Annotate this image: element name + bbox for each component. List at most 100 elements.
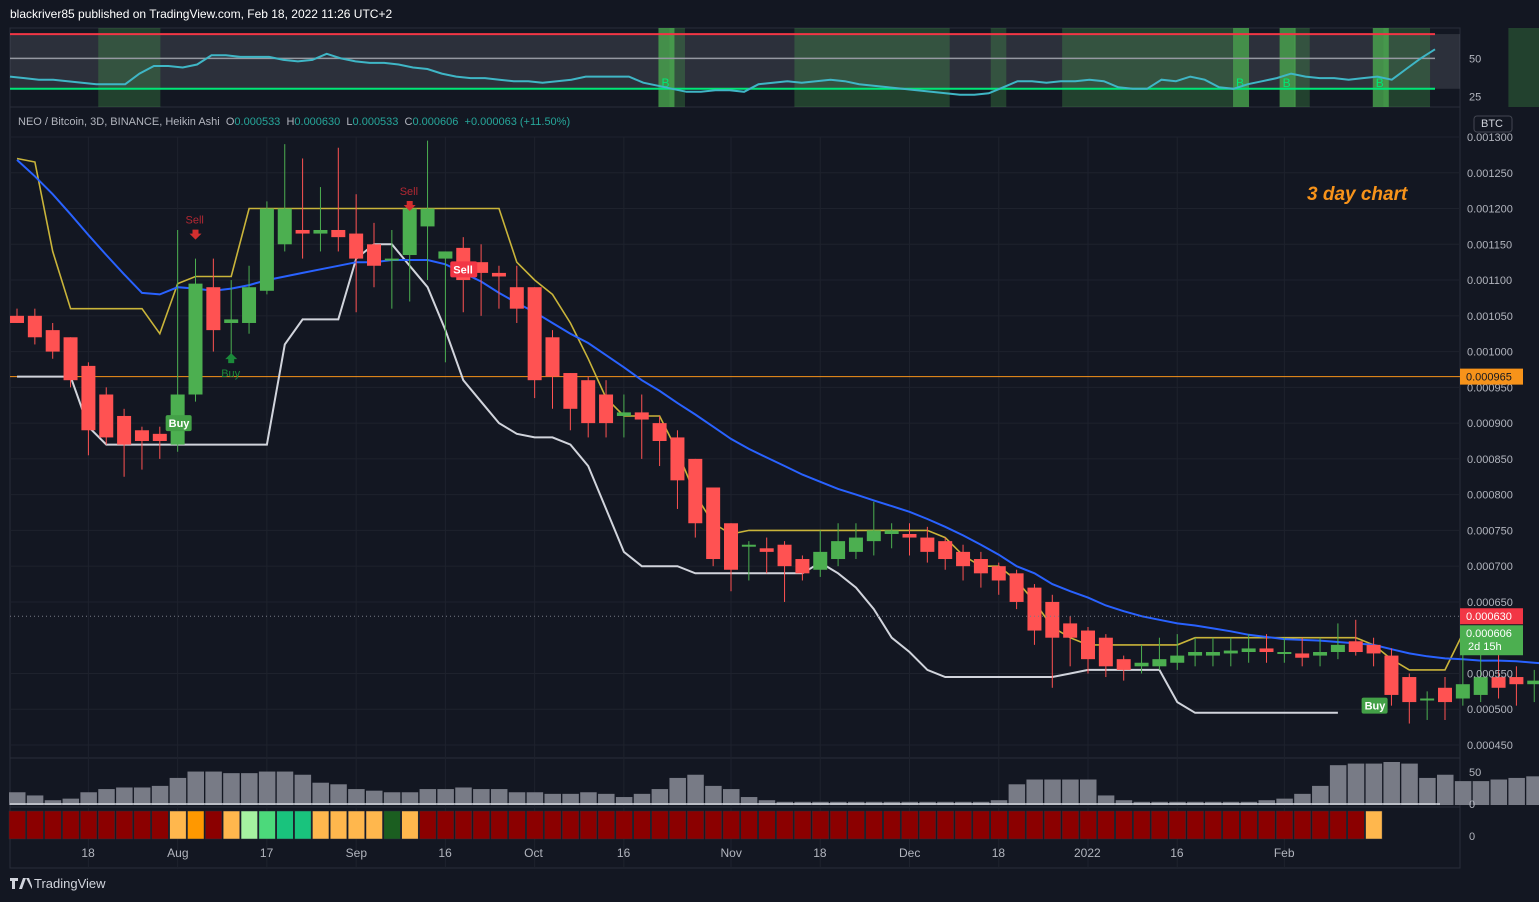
heat-cell [829,810,847,840]
volume-bar [98,789,115,805]
sell-signal-label: Sell [186,215,204,227]
volume-bar [615,797,633,805]
volume-bar [401,792,419,805]
hline-price-text: 0.000965 [1466,372,1512,384]
heat-cell [294,810,312,840]
volume-bar [1472,781,1490,805]
candle-body [1152,659,1167,667]
price-ytick: 0.001000 [1467,347,1513,359]
volume-bar [330,784,347,805]
volume-bar [62,798,80,805]
legend-close-value: 0.000606 [412,116,459,128]
volume-ytick: 50 [1469,767,1481,779]
candle-body [152,433,167,441]
candle-body [188,283,203,395]
candle-body [1045,601,1060,638]
volume-bar [1508,777,1525,805]
footer-brand: TradingView [34,876,106,891]
heat-cell [347,810,365,840]
candle-body [956,551,971,567]
price-ytick: 0.001250 [1467,168,1513,180]
heat-cell [258,810,276,840]
high-price-text: 0.000630 [1466,611,1512,623]
candle-body [902,533,917,538]
heat-cell [812,810,829,840]
candle-body [848,537,863,552]
volume-bar [116,787,133,805]
candle-body [795,559,810,574]
heat-cell [544,810,562,840]
candle-body [1330,644,1345,653]
volume-bar [580,792,597,805]
sell-signal-box [450,261,478,278]
heat-cell [44,810,62,840]
candle-body [1420,698,1435,701]
candle-body [831,541,846,560]
candle-body [420,208,435,227]
heat-cell [330,810,348,840]
candle-body [1134,662,1149,667]
heat-cell [1115,810,1133,840]
volume-bar [1526,776,1539,805]
heat-cell [901,810,919,840]
candle-body [991,566,1006,581]
volume-bar [169,777,187,805]
heat-cell [1026,810,1044,840]
candle-body [1063,623,1078,638]
legend-open-value: 0.000533 [234,116,281,128]
volume-bar [1026,779,1043,805]
legend-close-label: C [404,116,413,128]
candle-body [724,523,738,570]
x-tick-label: Feb [1274,846,1295,860]
candle-body [1509,677,1524,685]
volume-bar [241,773,258,805]
volume-bar [1080,779,1097,805]
legend-low-value: 0.000533 [352,116,399,128]
price-ytick: 0.000500 [1467,704,1513,716]
volume-bar [383,792,401,805]
buy-signal-label: Buy [169,418,191,430]
heat-cell [151,810,169,840]
heat-cell [1044,810,1062,840]
volume-bar [598,793,615,805]
candle-body [1295,653,1310,658]
candle-body [563,373,578,409]
volume-bar [437,789,454,805]
candle-body [134,430,149,441]
volume-bar [1062,779,1079,805]
candle-body [1366,644,1381,654]
volume-bar [1312,785,1329,805]
volume-bar [1294,793,1311,805]
candle-body [938,541,953,560]
legend-high-value: 0.000630 [294,116,341,128]
osc-ytick: 25 [1469,91,1481,103]
heat-cell [562,810,580,840]
sell-signal-label: Sell [400,186,418,198]
candle-body [99,394,114,438]
candle-body [367,244,381,266]
osc-oversold-zone [1062,28,1233,107]
price-ytick: 0.000850 [1467,454,1513,466]
candle-body [474,262,489,273]
heat-cell [1169,810,1186,840]
heat-cell [954,810,972,840]
candle-body [884,530,899,534]
candle-body [1027,587,1042,631]
heat-cell [972,810,990,840]
volume-bar [1258,800,1275,805]
candle-body [1259,648,1274,653]
candle-body [402,208,417,256]
x-tick-label: Dec [899,846,920,860]
trail-stop-line [17,243,1338,714]
volume-ytick: 0 [1469,799,1475,811]
volume-bar [9,792,26,805]
candle-body [920,537,935,552]
heat-cell [1293,810,1311,840]
candle-body [581,380,596,424]
volume-bar [687,774,704,805]
legend-low-label: L [346,116,353,128]
volume-bar [1383,762,1400,805]
sell-signal-label: Sell [453,264,473,276]
price-ytick: 0.000950 [1467,382,1513,394]
